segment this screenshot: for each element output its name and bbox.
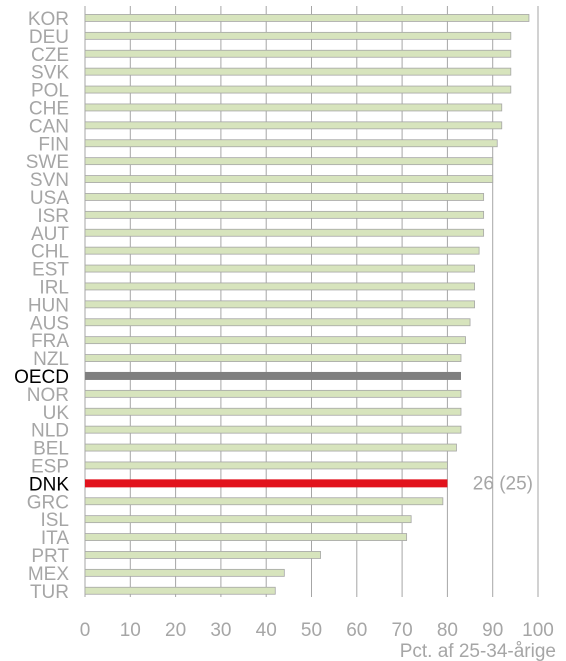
bar-mex [84,568,285,577]
category-label-deu: DEU [29,27,69,48]
x-tick-50: 50 [301,620,322,641]
category-label-kor: KOR [28,9,69,30]
bar-hun [84,300,475,309]
category-label-chl: CHL [31,242,69,263]
bar-esp [84,461,448,470]
bar-dnk [85,479,448,488]
bar-oecd [85,371,461,380]
category-label-svk: SVK [31,63,69,84]
category-label-nld: NLD [31,421,69,442]
x-tick-80: 80 [437,620,458,641]
bar-usa [84,193,485,201]
bar-fra [84,336,466,345]
bar-pol [84,85,512,94]
bar-kor [84,14,530,22]
category-label-mex: MEX [28,564,70,585]
x-tick-30: 30 [210,620,231,641]
category-label-aut: AUT [31,224,69,245]
bar-deu [84,31,512,40]
bar-est [84,264,475,273]
category-label-pol: POL [31,81,69,102]
category-label-usa: USA [30,188,69,209]
bar-nld [84,425,462,434]
x-axis-label: Pct. af 25-34-årige [400,641,556,661]
x-tick-60: 60 [346,620,367,641]
bar-swe [84,157,494,166]
bar-tur [84,586,276,595]
bar-grc [84,497,444,506]
bar-ita [84,533,408,541]
bar-fin [84,139,498,148]
category-label-est: EST [32,260,69,281]
x-tick-10: 10 [120,620,141,641]
category-label-esp: ESP [31,456,69,477]
bar-irl [84,282,475,291]
category-label-oecd: OECD [14,367,69,388]
dnk-annotation: 26 (25) [473,473,533,494]
category-label-tur: TUR [30,582,69,603]
category-label-isl: ISL [40,510,69,531]
bar-chl [84,246,480,255]
x-tick-70: 70 [392,620,413,641]
bars [84,14,530,595]
bar-bel [84,443,457,452]
x-tick-90: 90 [482,620,503,641]
category-label-ita: ITA [41,528,69,549]
category-label-aus: AUS [30,313,69,334]
bar-prt [84,551,321,559]
x-tick-0: 0 [80,620,91,641]
category-label-grc: GRC [27,492,69,513]
category-label-isr: ISR [37,206,69,227]
bar-aut [84,228,485,237]
category-label-prt: PRT [31,546,69,567]
bar-isl [84,515,412,524]
category-label-fin: FIN [38,134,69,155]
bar-nzl [84,354,462,362]
bar-nor [84,389,462,398]
bar-isr [84,210,485,219]
bar-svn [84,175,494,183]
bar-uk [84,407,462,416]
category-label-nor: NOR [27,385,69,406]
bar-cze [84,49,512,58]
bar-svk [84,67,512,76]
bar-che [84,103,503,112]
category-label-bel: BEL [33,439,69,460]
category-label-uk: UK [43,403,70,424]
x-tick-labels: 0 10 20 30 40 50 60 70 80 90 100 [80,620,554,641]
x-tick-40: 40 [256,620,277,641]
category-label-dnk: DNK [29,474,69,495]
category-label-hun: HUN [28,295,69,316]
category-label-can: CAN [29,116,69,137]
category-label-fra: FRA [31,331,69,352]
x-tick-20: 20 [165,620,186,641]
category-label-nzl: NZL [33,349,69,370]
category-labels: KORDEUCZESVKPOLCHECANFINSWESVNUSAISRAUTC… [14,9,69,603]
bar-aus [84,318,471,327]
category-label-svn: SVN [30,170,69,191]
bar-can [84,121,503,130]
category-label-cze: CZE [31,45,69,66]
category-label-che: CHE [29,98,69,119]
category-label-irl: IRL [39,277,69,298]
x-tick-100: 100 [522,620,554,641]
category-label-swe: SWE [26,152,69,173]
